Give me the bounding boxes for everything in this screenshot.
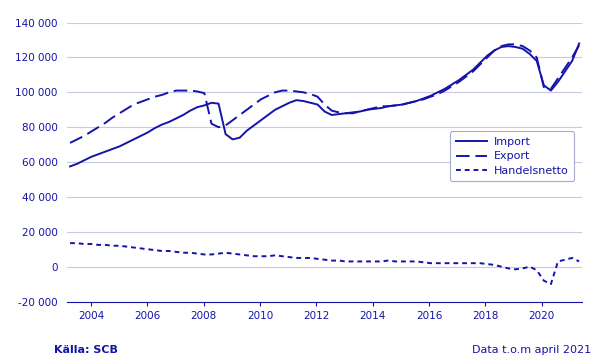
Handelsnetto <box>180 251 187 255</box>
Import <box>66 164 73 169</box>
Handelsnetto <box>236 252 244 257</box>
Handelsnetto <box>547 282 555 286</box>
Handelsnetto <box>66 241 73 245</box>
Import <box>505 44 512 48</box>
Import <box>576 41 583 46</box>
Line: Export: Export <box>70 44 579 143</box>
Export <box>180 89 187 93</box>
Export <box>321 102 328 107</box>
Line: Import: Import <box>70 44 579 166</box>
Export <box>236 113 244 117</box>
Import <box>236 136 244 140</box>
Export <box>576 43 583 47</box>
Legend: Import, Export, Handelsnetto: Import, Export, Handelsnetto <box>450 131 574 181</box>
Import <box>491 48 498 52</box>
Text: Data t.o.m april 2021: Data t.o.m april 2021 <box>472 345 591 355</box>
Text: Källa: SCB: Källa: SCB <box>54 345 118 355</box>
Handelsnetto <box>505 266 512 271</box>
Import <box>526 52 533 56</box>
Handelsnetto <box>491 263 498 267</box>
Export <box>66 141 73 145</box>
Handelsnetto <box>576 259 583 263</box>
Handelsnetto <box>321 257 328 262</box>
Handelsnetto <box>526 265 533 269</box>
Export <box>491 48 498 52</box>
Line: Handelsnetto: Handelsnetto <box>70 243 579 284</box>
Export <box>512 42 519 46</box>
Import <box>180 113 187 117</box>
Import <box>321 109 328 114</box>
Export <box>505 42 512 46</box>
Export <box>533 55 540 60</box>
